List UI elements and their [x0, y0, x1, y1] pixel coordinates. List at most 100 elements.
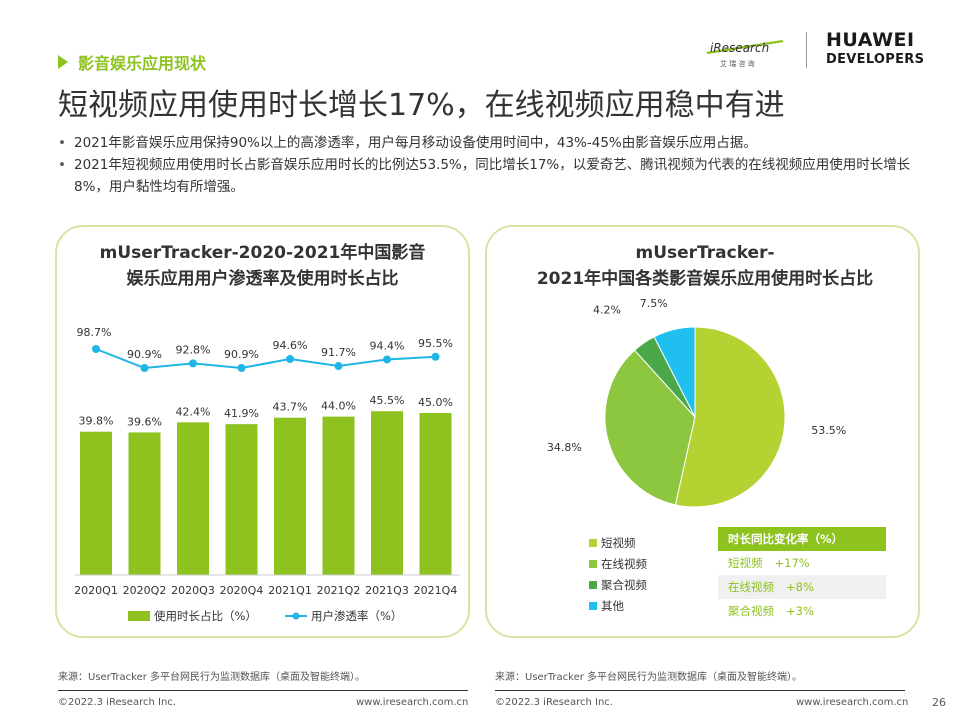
yoy-row-value: +8% — [786, 580, 814, 594]
line-point-2021Q1 — [286, 354, 294, 363]
iresearch-logo-swoosh — [706, 40, 784, 54]
yoy-table-row: 短视频 +17% — [718, 551, 886, 575]
line-point-2021Q3 — [383, 355, 391, 364]
bar-2020Q4 — [225, 424, 258, 575]
pie-data-label: 34.8% — [547, 441, 582, 454]
line-point-2020Q3 — [189, 359, 197, 368]
triangle-bullet-icon — [58, 55, 68, 69]
pie-legend-swatch — [589, 602, 597, 610]
pie-data-label: 4.2% — [593, 304, 621, 317]
x-tick-label: 2020Q1 — [74, 584, 118, 597]
pie-legend-label: 在线视频 — [601, 557, 647, 571]
footer-rule-left — [58, 690, 468, 691]
pie-data-label: 7.5% — [640, 297, 668, 310]
section-label: 影音娱乐应用现状 — [58, 50, 206, 74]
page-number: 26 — [932, 696, 946, 709]
bar-data-label: 45.0% — [418, 396, 453, 409]
legend-bar-swatch — [128, 611, 150, 621]
line-point-2020Q4 — [237, 364, 246, 372]
yoy-row-value: +17% — [774, 556, 810, 570]
yoy-row-name: 短视频 — [728, 556, 763, 570]
pie-legend-label: 短视频 — [601, 536, 636, 550]
copyright-right: ©2022.3 iResearch Inc. — [495, 697, 613, 708]
right-chart-title-line1: mUserTracker- — [635, 243, 775, 263]
yoy-row-name: 在线视频 — [728, 580, 774, 594]
iresearch-logo: iResearch 艾 瑞 咨 询 — [706, 40, 784, 68]
left-chart-title-line2: 娱乐应用用户渗透率及使用时长占比 — [126, 269, 399, 289]
iresearch-logo-word: iResearch — [710, 41, 769, 55]
bar-2020Q1 — [80, 431, 112, 575]
bar-2021Q4 — [419, 413, 452, 575]
line-data-label: 92.8% — [176, 343, 211, 356]
pie-legend-swatch — [589, 539, 597, 547]
footer-rule-right — [495, 690, 905, 691]
pie-slice-短视频 — [674, 326, 786, 508]
legend-bar-label: 使用时长占比（%） — [154, 609, 257, 623]
yoy-table-row: 聚合视频 +3% — [718, 599, 886, 623]
pie-legend-label: 聚合视频 — [601, 578, 647, 592]
bar-2021Q2 — [322, 416, 355, 575]
yoy-table-row: 在线视频 +8% — [718, 575, 886, 599]
line-data-label: 94.6% — [273, 339, 308, 352]
pie-data-label: 53.5% — [811, 424, 846, 437]
legend-line-marker — [292, 612, 300, 620]
source-note-left: 来源：UserTracker 多平台网民行为监测数据库（桌面及智能终端）。 — [58, 672, 366, 683]
line-data-label: 90.9% — [127, 348, 162, 361]
yoy-row-name: 聚合视频 — [728, 604, 774, 618]
line-point-2021Q2 — [334, 362, 343, 371]
huawei-developers-logo: HUAWEI DEVELOPERS — [826, 30, 924, 70]
bar-data-label: 45.5% — [370, 394, 405, 407]
page-title: 短视频应用使用时长增长17%，在线视频应用稳中有进 — [58, 88, 785, 123]
x-tick-label: 2020Q4 — [220, 584, 264, 597]
x-tick-label: 2021Q1 — [268, 584, 312, 597]
bar-2021Q3 — [371, 411, 403, 575]
bar-2021Q1 — [274, 417, 306, 575]
bar-data-label: 39.8% — [79, 415, 114, 428]
line-data-label: 90.9% — [224, 348, 259, 361]
bullet-item: 2021年影音娱乐应用保持90%以上的高渗透率，用户每月移动设备使用时间中，43… — [58, 132, 928, 154]
penetration-line — [95, 348, 436, 370]
pie-legend-swatch — [589, 560, 597, 568]
x-tick-label: 2020Q2 — [123, 584, 167, 597]
pie-slice-在线视频 — [604, 349, 696, 506]
yoy-table-header: 时长同比变化率（%） — [718, 527, 886, 551]
line-data-label: 94.4% — [370, 339, 405, 352]
bar-data-label: 43.7% — [273, 401, 308, 414]
yoy-change-table: 时长同比变化率（%） 短视频 +17% 在线视频 +8% 聚合视频 +3% — [718, 527, 886, 623]
yoy-row-value: +3% — [786, 604, 814, 618]
x-tick-label: 2021Q4 — [414, 584, 458, 597]
iresearch-logo-sub: 艾 瑞 咨 询 — [720, 59, 755, 68]
bar-2020Q3 — [177, 422, 209, 575]
line-point-2021Q4 — [431, 352, 440, 361]
left-chart-title: mUserTracker-2020-2021年中国影音 娱乐应用用户渗透率及使用… — [80, 240, 445, 292]
bar-data-label: 44.0% — [321, 400, 356, 413]
line-point-2020Q2 — [140, 364, 149, 372]
huawei-logo-line1: HUAWEI — [826, 29, 915, 51]
website-link-right[interactable]: www.iresearch.com.cn — [796, 697, 909, 708]
right-chart-title: mUserTracker- 2021年中国各类影音娱乐应用使用时长占比 — [505, 240, 905, 292]
x-tick-label: 2021Q3 — [365, 584, 409, 597]
bullet-item: 2021年短视频应用使用时长占影音娱乐应用时长的比例达53.5%，同比增长17%… — [58, 154, 928, 198]
copyright-left: ©2022.3 iResearch Inc. — [58, 697, 176, 708]
bar-data-label: 41.9% — [224, 407, 259, 420]
pie-slice-其他 — [653, 326, 696, 418]
left-chart-title-line1: mUserTracker-2020-2021年中国影音 — [99, 243, 426, 263]
line-point-2020Q1 — [92, 345, 100, 353]
bar-2020Q2 — [128, 432, 161, 575]
x-tick-label: 2020Q3 — [171, 584, 215, 597]
section-label-text: 影音娱乐应用现状 — [78, 54, 207, 73]
line-data-label: 91.7% — [321, 346, 356, 359]
pie-legend-swatch — [589, 581, 597, 589]
line-data-label: 98.7% — [77, 326, 112, 339]
legend-line-label: 用户渗透率（%） — [311, 609, 402, 623]
website-link-left[interactable]: www.iresearch.com.cn — [356, 697, 469, 708]
bar-data-label: 42.4% — [176, 405, 211, 418]
x-tick-label: 2021Q2 — [317, 584, 361, 597]
source-note-right: 来源：UserTracker 多平台网民行为监测数据库（桌面及智能终端）。 — [495, 672, 803, 683]
bullet-list: 2021年影音娱乐应用保持90%以上的高渗透率，用户每月移动设备使用时间中，43… — [58, 132, 928, 198]
line-data-label: 95.5% — [418, 337, 453, 350]
bar-data-label: 39.6% — [127, 415, 162, 428]
logo-divider — [806, 32, 807, 68]
